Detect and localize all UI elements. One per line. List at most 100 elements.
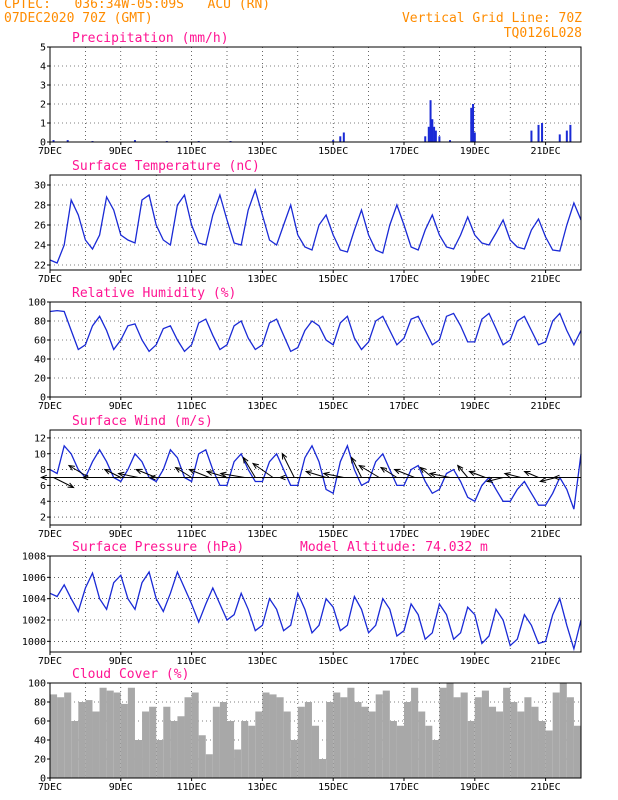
x-tick-label: 13DEC [247, 274, 277, 285]
panel-1: Surface Temperature (nC) 22 24 26 28 30 7DEC 9D… [34, 159, 582, 285]
x-tick-label: 17DEC [389, 146, 419, 157]
cloud-bar [517, 711, 525, 778]
x-tick-label: 15DEC [318, 146, 348, 157]
panel-2: Relative Humidity (%) 0 20 40 60 80 100 7DEC 9DE… [28, 286, 582, 412]
x-tick-label: 21DEC [531, 146, 561, 157]
x-tick-label: 17DEC [389, 401, 419, 412]
cloud-bar [404, 702, 412, 778]
x-tick-label: 19DEC [460, 656, 490, 667]
panel-title: Surface Pressure (hPa) [72, 540, 244, 555]
wind-arrow-head [251, 462, 259, 469]
panel-frame [49, 555, 582, 653]
panel-title: Precipitation (mm/h) [72, 31, 229, 46]
x-tick-label: 19DEC [460, 146, 490, 157]
precip-bar [472, 104, 475, 142]
wind-arrow-head [103, 468, 111, 475]
series-line [49, 570, 582, 652]
cloud-bar [127, 687, 135, 778]
wind-arrow [394, 469, 415, 478]
cloud-bar [106, 690, 114, 778]
cloud-bar [276, 697, 284, 778]
wind-arrow-head [379, 466, 387, 473]
cloud-bar [177, 716, 185, 778]
x-tick-label: 19DEC [460, 274, 490, 285]
wind-arrow [104, 469, 122, 478]
wind-arrow-head [67, 482, 75, 489]
grid-line-note: Vertical Grid Line: 70Z [401, 11, 582, 26]
station-header: CPTEC: 036:34W-05:09S ACU (RN) [4, 0, 271, 12]
cloud-bar [64, 692, 72, 778]
series-line [49, 309, 582, 353]
y-tick-label: 12 [34, 433, 46, 444]
y-tick-label: 80 [34, 698, 46, 709]
x-tick-label: 11DEC [177, 146, 207, 157]
y-tick-label: 60 [34, 717, 46, 728]
cloud-bar [219, 702, 227, 778]
wind-arrow [524, 471, 539, 478]
x-tick-label: 21DEC [531, 529, 561, 540]
panel-title: Relative Humidity (%) [72, 286, 236, 301]
precip-bar [449, 140, 452, 142]
y-tick-label: 20 [34, 755, 46, 766]
model-id: TQ0126L028 [503, 26, 582, 41]
cloud-bar [255, 711, 263, 778]
wind-arrow [242, 457, 256, 478]
cloud-bar [340, 697, 348, 778]
x-tick-label: 11DEC [177, 401, 207, 412]
wind-arrow [220, 473, 245, 478]
cloud-bar [396, 725, 404, 778]
cloud-bar [198, 735, 206, 778]
y-tick-label: 24 [34, 241, 46, 252]
x-tick-label: 13DEC [247, 529, 277, 540]
x-tick-label: 21DEC [531, 656, 561, 667]
x-tick-label: 15DEC [318, 656, 348, 667]
wind-arrow-head [358, 464, 366, 471]
wind-arrow [305, 471, 327, 478]
y-tick-label: 0 [40, 138, 46, 149]
y-tick-label: 1008 [22, 552, 46, 563]
panel-note: Model Altitude: 74.032 m [300, 540, 488, 555]
cloud-bar [120, 703, 128, 778]
panel-5: Cloud Cover (%) 0 20 40 60 80 100 7DEC 9DEC 11DEC… [28, 667, 582, 793]
cloud-bar [227, 721, 235, 778]
cloud-bar [283, 711, 291, 778]
x-tick-label: 7DEC [38, 529, 62, 540]
x-tick-label: 19DEC [460, 782, 490, 793]
cloud-bar [418, 711, 426, 778]
wind-arrow-head [393, 468, 401, 475]
cloud-bar [142, 711, 150, 778]
cloud-bar [163, 706, 171, 778]
cloud-bar [57, 697, 65, 778]
x-tick-label: 7DEC [38, 401, 62, 412]
wind-arrow [419, 467, 433, 478]
wind-arrow-head [135, 468, 143, 475]
x-tick-label: 13DEC [247, 656, 277, 667]
wind-arrow [504, 473, 521, 478]
cloud-bar [333, 692, 341, 778]
y-tick-label: 40 [34, 736, 46, 747]
cloud-bar [134, 740, 143, 778]
precip-bar [470, 107, 473, 142]
wind-arrow-head [281, 452, 288, 460]
y-tick-label: 10 [34, 449, 46, 460]
x-tick-label: 19DEC [460, 401, 490, 412]
cloud-bar [297, 706, 305, 778]
x-tick-label: 17DEC [389, 782, 419, 793]
x-tick-label: 15DEC [318, 782, 348, 793]
wind-arrow-head [67, 464, 75, 471]
wind-arrow [540, 477, 557, 482]
wind-arrow-head [523, 470, 531, 477]
cloud-bar [432, 740, 440, 778]
x-tick-label: 15DEC [318, 274, 348, 285]
wind-arrow-head [39, 474, 47, 481]
wind-arrow-head [242, 456, 249, 464]
cloud-bar [347, 687, 355, 778]
precip-bar [332, 140, 335, 142]
precip-bar [434, 130, 437, 142]
cloud-bar [382, 690, 390, 778]
x-tick-label: 7DEC [38, 274, 62, 285]
y-tick-label: 26 [34, 221, 46, 232]
cloud-bar [191, 692, 199, 778]
panel-frame [49, 301, 582, 398]
